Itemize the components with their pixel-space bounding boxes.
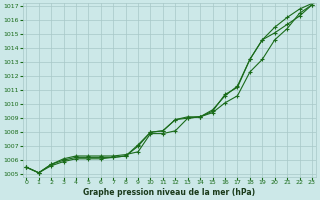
X-axis label: Graphe pression niveau de la mer (hPa): Graphe pression niveau de la mer (hPa) bbox=[83, 188, 255, 197]
